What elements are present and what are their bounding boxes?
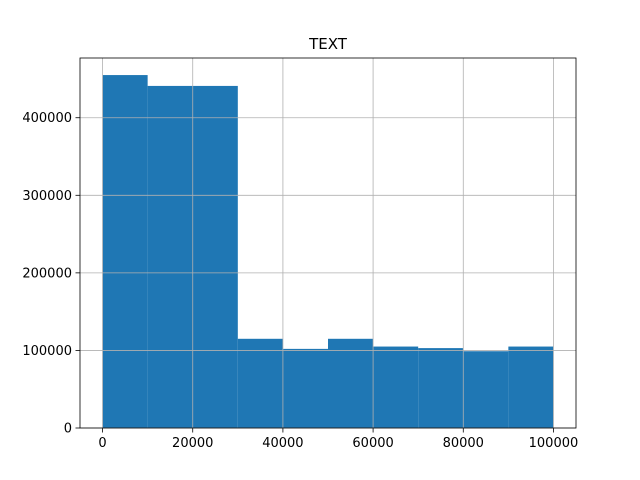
y-tick-label: 0 — [64, 422, 72, 437]
y-axis-ticks: 0 100000 200000 300000 400000 — [22, 111, 80, 437]
chart-title: TEXT — [308, 35, 348, 53]
y-tick-label: 300000 — [22, 189, 72, 204]
y-tick-label: 200000 — [22, 266, 72, 281]
histogram-bar — [237, 338, 283, 428]
histogram-bars — [102, 75, 554, 428]
histogram-bar — [463, 351, 509, 428]
grid-lines — [80, 58, 576, 429]
x-axis-ticks: 0 20000 40000 60000 80000 100000 — [98, 428, 578, 451]
histogram-bar — [328, 338, 374, 428]
x-tick-label: 60000 — [352, 436, 393, 451]
histogram-bar — [192, 85, 238, 428]
histogram-bar — [373, 346, 419, 428]
histogram-bar — [147, 85, 193, 428]
axes — [79, 57, 577, 429]
x-tick-label: 40000 — [262, 436, 303, 451]
histogram-bar — [102, 75, 148, 428]
histogram-bar — [508, 346, 554, 428]
plot-frame — [79, 57, 577, 429]
x-tick-label: 0 — [98, 436, 106, 451]
histogram-bar — [418, 348, 464, 428]
y-tick-label: 100000 — [22, 344, 72, 359]
histogram-bar — [282, 348, 328, 428]
y-tick-label: 400000 — [22, 111, 72, 126]
x-tick-label: 80000 — [443, 436, 484, 451]
x-tick-label: 20000 — [172, 436, 213, 451]
x-tick-label: 100000 — [529, 436, 579, 451]
